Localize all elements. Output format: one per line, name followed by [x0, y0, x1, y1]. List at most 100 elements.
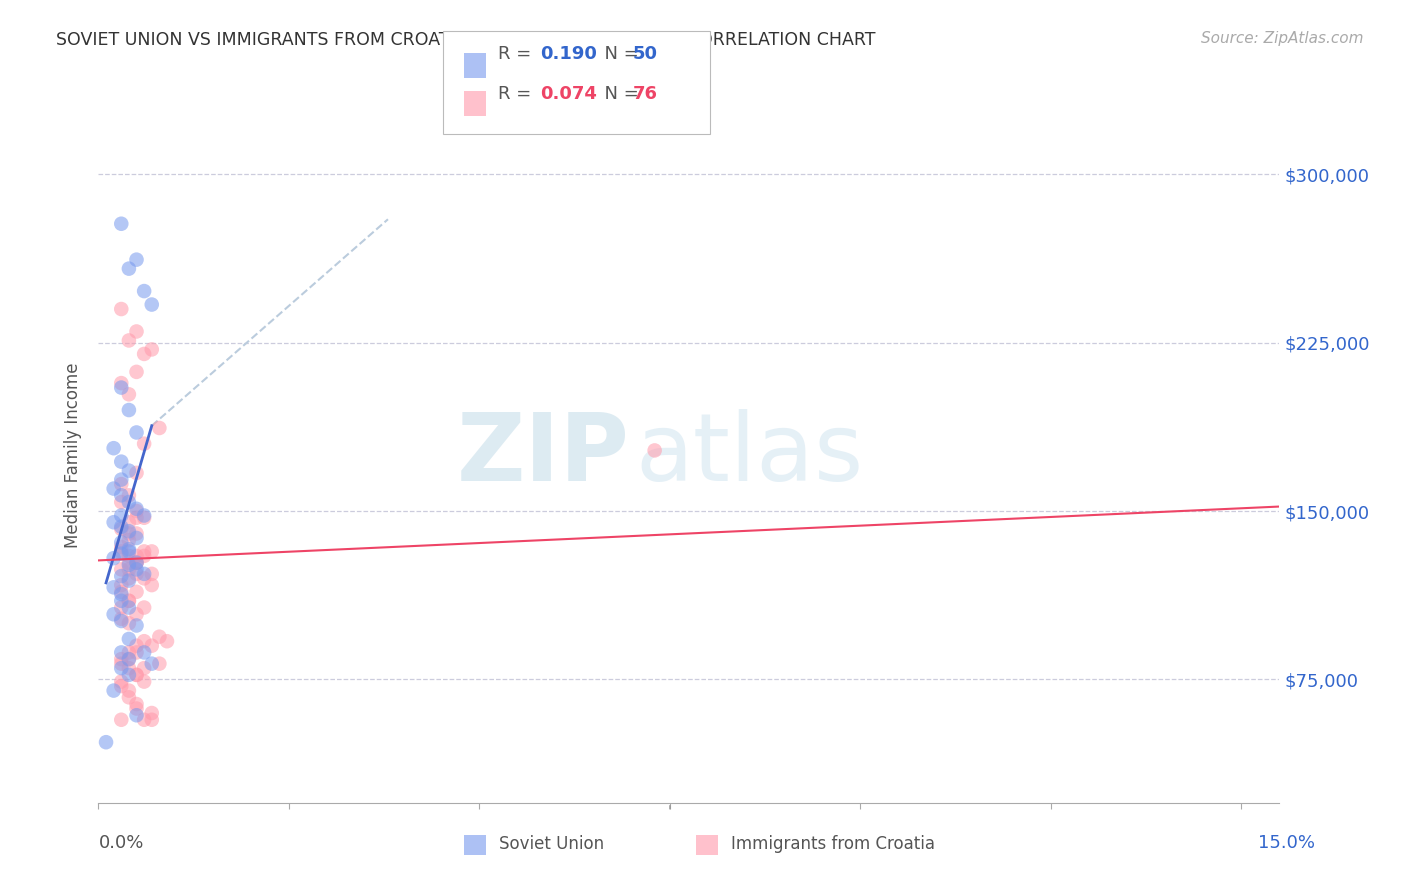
Text: atlas: atlas	[636, 409, 865, 501]
Y-axis label: Median Family Income: Median Family Income	[65, 362, 83, 548]
Point	[118, 668, 141, 682]
Point	[103, 482, 125, 496]
Point	[141, 639, 163, 653]
Point	[125, 639, 148, 653]
Point	[125, 668, 148, 682]
Point	[118, 334, 141, 348]
Point	[110, 495, 132, 509]
Point	[110, 544, 132, 558]
Point	[148, 630, 170, 644]
Point	[110, 535, 132, 549]
Point	[118, 652, 141, 666]
Point	[141, 297, 163, 311]
Text: R =: R =	[498, 45, 537, 63]
Point	[134, 661, 156, 675]
Point	[118, 495, 141, 509]
Point	[110, 713, 132, 727]
Point	[110, 569, 132, 583]
Point	[125, 562, 148, 576]
Point	[110, 652, 132, 666]
Point	[110, 612, 132, 626]
Point	[94, 735, 117, 749]
Point	[118, 387, 141, 401]
Point	[103, 515, 125, 529]
Text: Source: ZipAtlas.com: Source: ZipAtlas.com	[1201, 31, 1364, 46]
Point	[134, 347, 156, 361]
Point	[134, 510, 156, 524]
Point	[103, 441, 125, 455]
Point	[118, 515, 141, 529]
Point	[118, 594, 141, 608]
Point	[125, 701, 148, 715]
Point	[125, 504, 148, 518]
Text: 76: 76	[633, 85, 658, 103]
Point	[110, 540, 132, 554]
Point	[125, 549, 148, 563]
Text: 50: 50	[633, 45, 658, 63]
Point	[125, 526, 148, 541]
Point	[118, 645, 141, 659]
Point	[118, 261, 141, 276]
Point	[125, 252, 148, 267]
Point	[110, 217, 132, 231]
Text: R =: R =	[498, 85, 537, 103]
Point	[118, 549, 141, 563]
Point	[118, 661, 141, 675]
Point	[141, 566, 163, 581]
Point	[103, 683, 125, 698]
Point	[103, 551, 125, 566]
Point	[148, 421, 170, 435]
Point	[125, 510, 148, 524]
Point	[134, 600, 156, 615]
Point	[125, 556, 148, 570]
Point	[125, 556, 148, 570]
Point	[110, 520, 132, 534]
Point	[134, 713, 156, 727]
Point	[125, 325, 148, 339]
Point	[134, 674, 156, 689]
Point	[118, 683, 141, 698]
Point	[118, 574, 141, 588]
Point	[110, 594, 132, 608]
Point	[118, 526, 141, 541]
Point	[110, 584, 132, 599]
Point	[148, 657, 170, 671]
Point	[110, 508, 132, 523]
Point	[110, 376, 132, 390]
Point	[156, 634, 179, 648]
Point	[141, 713, 163, 727]
Point	[118, 616, 141, 631]
Point	[125, 556, 148, 570]
Text: Immigrants from Croatia: Immigrants from Croatia	[731, 835, 935, 853]
Point	[134, 284, 156, 298]
Point	[110, 473, 132, 487]
Point	[118, 556, 141, 570]
Point	[644, 443, 666, 458]
Point	[141, 578, 163, 592]
Point	[118, 571, 141, 585]
Point	[110, 587, 132, 601]
Point	[110, 661, 132, 675]
Point	[125, 425, 148, 440]
Point	[110, 562, 132, 576]
Text: N =: N =	[593, 85, 645, 103]
Point	[134, 634, 156, 648]
Point	[110, 301, 132, 316]
Point	[118, 464, 141, 478]
Point	[110, 381, 132, 395]
Point	[110, 522, 132, 536]
Point	[125, 584, 148, 599]
Point	[110, 674, 132, 689]
Point	[118, 600, 141, 615]
Point	[103, 580, 125, 594]
Point	[141, 706, 163, 720]
Point	[118, 524, 141, 539]
Point	[125, 607, 148, 622]
Point	[118, 488, 141, 502]
Point	[134, 436, 156, 450]
Point	[110, 645, 132, 659]
Point	[118, 652, 141, 666]
Point	[134, 544, 156, 558]
Point	[125, 697, 148, 711]
Point	[125, 708, 148, 723]
